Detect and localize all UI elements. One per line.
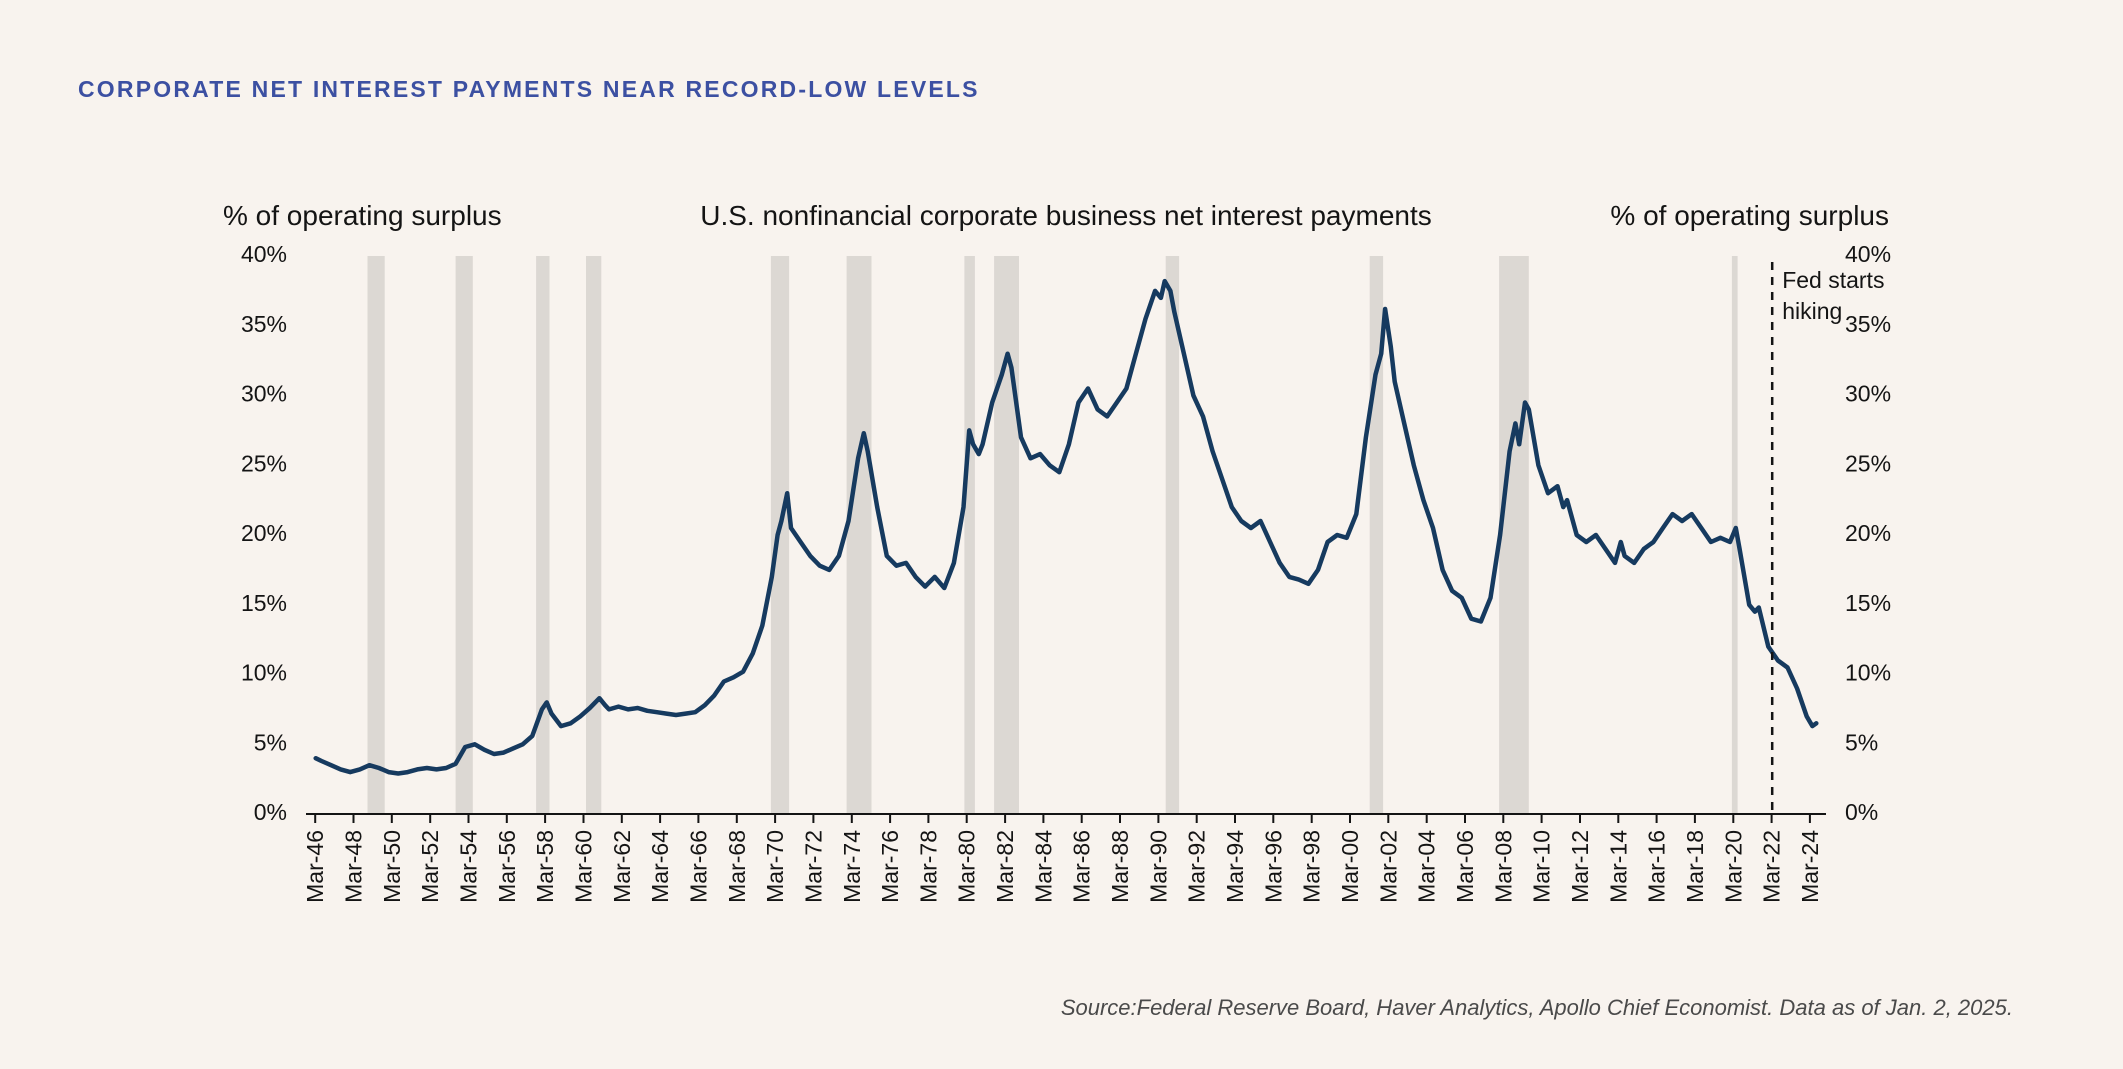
y-tick-label-left: 40% [241,241,287,267]
recession-band [367,256,385,814]
page-title: CORPORATE NET INTEREST PAYMENTS NEAR REC… [78,76,980,102]
x-tick-label: Mar-98 [1299,830,1325,903]
y-tick-label-right: 5% [1845,729,1878,755]
y-tick-label-right: 20% [1845,520,1891,546]
recession-band [964,256,975,814]
y-tick-label-right: 15% [1845,590,1891,616]
x-tick-label: Mar-78 [915,830,941,903]
x-tick-label: Mar-02 [1375,830,1401,903]
y-tick-label-right: 0% [1845,799,1878,825]
recession-band [1499,256,1529,814]
x-tick-label: Mar-48 [341,830,367,903]
x-tick-label: Mar-70 [762,830,788,903]
x-tick-label: Mar-84 [1030,830,1056,903]
x-tick-label: Mar-14 [1605,830,1631,903]
recession-band [994,256,1019,814]
y-tick-label-left: 15% [241,590,287,616]
x-tick-label: Mar-54 [456,830,482,903]
x-tick-label: Mar-92 [1184,830,1210,903]
y-tick-label-left: 10% [241,660,287,686]
x-tick-label: Mar-08 [1490,830,1516,903]
x-tick-label: Mar-18 [1682,830,1708,903]
x-tick-label: Mar-06 [1452,830,1478,903]
x-tick-label: Mar-58 [532,830,558,903]
recession-band [536,256,550,814]
x-tick-label: Mar-04 [1414,830,1440,903]
x-tick-label: Mar-62 [609,830,635,903]
x-tick-label: Mar-52 [417,830,443,903]
recession-band [455,256,473,814]
recession-band [1165,256,1180,814]
x-tick-label: Mar-66 [685,830,711,903]
chart-title: U.S. nonfinancial corporate business net… [700,200,1432,231]
right-axis-unit-label: % of operating surplus [1610,200,1889,231]
x-tick-label: Mar-68 [724,830,750,903]
y-tick-label-left: 20% [241,520,287,546]
recession-band [770,256,790,814]
y-tick-label-left: 35% [241,311,287,337]
x-axis-ticks: Mar-46 Mar-48 Mar-50 Mar-52 Mar-54 Mar-56 Mar-… [302,814,1823,903]
x-tick-label: Mar-10 [1529,830,1555,903]
x-tick-label: Mar-86 [1069,830,1095,903]
y-axis-labels: 0% 0% 5% 5% 10% 10% 15% 15% 20% 20% 25% 25% 30% 30% 35… [241,241,1891,825]
y-tick-label-right: 35% [1845,311,1891,337]
x-tick-label: Mar-94 [1222,830,1248,903]
y-tick-label-right: 10% [1845,660,1891,686]
left-axis-unit-label: % of operating surplus [223,200,502,231]
y-tick-label-left: 25% [241,450,287,476]
x-tick-label: Mar-90 [1145,830,1171,903]
x-tick-label: Mar-88 [1107,830,1133,903]
x-tick-label: Mar-56 [494,830,520,903]
x-tick-label: Mar-72 [800,830,826,903]
recession-bands [367,256,1738,814]
fed-hiking-annotation: Fed starts hiking [1782,267,1884,324]
fed-hiking-annotation-line: hiking [1782,298,1842,324]
x-tick-label: Mar-60 [571,830,597,903]
x-tick-label: Mar-50 [379,830,405,903]
series-line [313,278,1819,776]
recession-band [846,256,872,814]
x-tick-label: Mar-76 [877,830,903,903]
source-note: Source:Federal Reserve Board, Haver Anal… [1060,995,2013,1020]
x-tick-label: Mar-46 [302,830,328,903]
x-tick-label: Mar-64 [647,830,673,903]
x-tick-label: Mar-80 [954,830,980,903]
x-tick-label: Mar-24 [1797,830,1823,903]
x-tick-label: Mar-12 [1567,830,1593,903]
x-tick-label: Mar-96 [1260,830,1286,903]
recession-band [586,256,602,814]
y-tick-label-right: 40% [1845,241,1891,267]
x-tick-label: Mar-16 [1644,830,1670,903]
y-tick-label-left: 0% [254,799,287,825]
x-tick-label: Mar-00 [1337,830,1363,903]
x-tick-label: Mar-22 [1759,830,1785,903]
x-tick-label: Mar-82 [992,830,1018,903]
y-tick-label-right: 30% [1845,381,1891,407]
y-tick-label-right: 25% [1845,450,1891,476]
x-tick-label: Mar-20 [1720,830,1746,903]
fed-hiking-annotation-line: Fed starts [1782,267,1884,293]
y-tick-label-left: 30% [241,381,287,407]
y-tick-label-left: 5% [254,729,287,755]
x-tick-label: Mar-74 [839,830,865,903]
